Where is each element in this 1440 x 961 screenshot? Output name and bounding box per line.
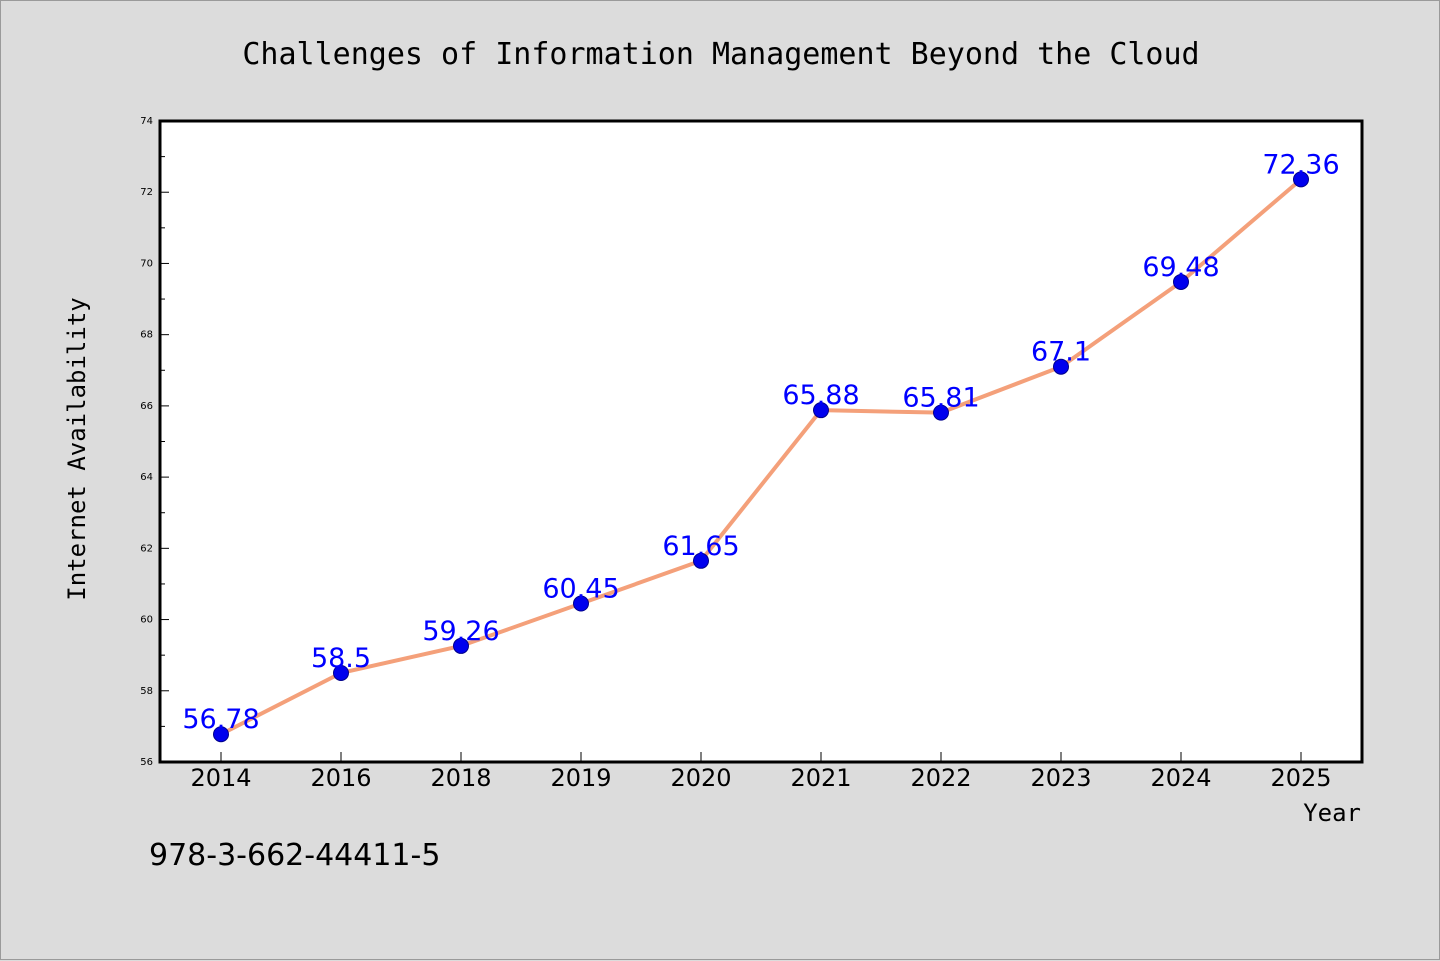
- data-label: 65.88: [782, 380, 859, 411]
- x-tick-label: 2018: [430, 764, 491, 792]
- data-point: [1293, 171, 1309, 188]
- data-label: 56.78: [182, 704, 259, 735]
- isbn-annotation: 978-3-662-44411-5: [149, 838, 440, 873]
- data-point: [813, 402, 829, 419]
- data-point: [453, 637, 469, 654]
- data-point: [573, 595, 589, 612]
- y-tick-label: 58: [140, 686, 153, 697]
- data-point: [333, 664, 349, 681]
- data-label: 67.1: [1031, 337, 1091, 368]
- y-tick-label: 56: [140, 757, 153, 768]
- data-labels: 56.78 58.5 59.26 60.45 61.65 65.88 65.81 67.1 69…: [182, 149, 1339, 735]
- x-tick-label: 2021: [790, 764, 851, 792]
- chart-title: Challenges of Information Management Bey…: [242, 37, 1199, 72]
- data-point: [693, 552, 709, 569]
- x-tick-label: 2019: [550, 764, 611, 792]
- series-markers: [213, 171, 1309, 743]
- y-tick-label: 68: [140, 330, 153, 341]
- y-tick-label: 74: [140, 116, 153, 127]
- data-label: 65.81: [902, 383, 979, 414]
- plot-area: [158, 119, 1364, 764]
- y-tick-label: 60: [140, 615, 153, 626]
- x-tick-label: 2016: [310, 764, 371, 792]
- x-axis-ticks: 2014 2016 2018 2019 2020 2021 2022 2023 2024 2025: [190, 752, 1332, 792]
- y-tick-label: 66: [140, 401, 153, 412]
- data-point: [1053, 358, 1069, 375]
- y-tick-label: 62: [140, 543, 153, 554]
- y-axis-label: Internet Availability: [63, 297, 91, 600]
- data-point: [1173, 273, 1189, 290]
- y-tick-label: 72: [140, 187, 153, 198]
- x-tick-label: 2022: [910, 764, 971, 792]
- data-point: [213, 726, 229, 743]
- y-tick-label: 70: [140, 258, 153, 269]
- data-point: [933, 404, 949, 421]
- series-polyline: [219, 177, 1303, 737]
- y-axis-ticks: 56 58 60 62 64 66 68 70 72 74: [140, 116, 169, 768]
- data-label: 61.65: [662, 531, 739, 562]
- x-tick-label: 2024: [1150, 764, 1211, 792]
- x-tick-label: 2020: [670, 764, 731, 792]
- x-axis-label: Year: [1303, 799, 1361, 827]
- data-label: 72.36: [1262, 149, 1339, 180]
- y-tick-label: 64: [140, 472, 153, 483]
- x-tick-label: 2014: [190, 764, 251, 792]
- data-label: 58.5: [311, 643, 371, 674]
- data-label: 59.26: [422, 616, 499, 647]
- x-tick-label: 2023: [1030, 764, 1091, 792]
- series-line: [219, 177, 1303, 737]
- data-label: 60.45: [542, 574, 619, 605]
- data-label: 69.48: [1142, 252, 1219, 283]
- x-tick-label: 2025: [1270, 764, 1331, 792]
